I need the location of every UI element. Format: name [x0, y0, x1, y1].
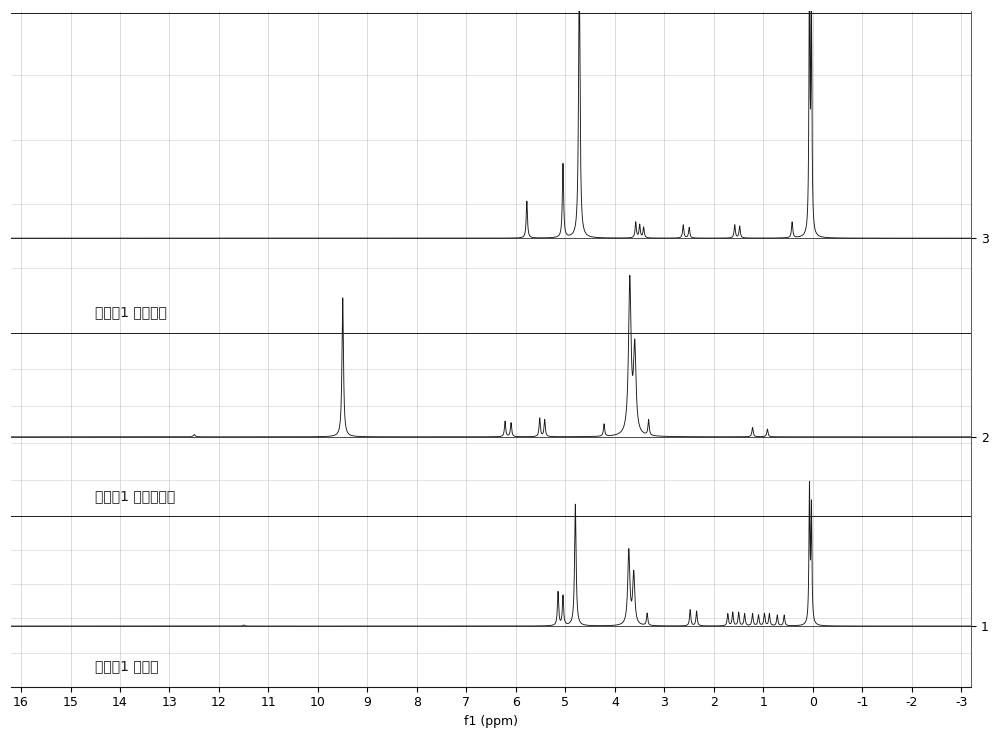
- Text: 实施例1 共聚物: 实施例1 共聚物: [95, 659, 159, 673]
- Text: 实施例1 烯丙基聚醚: 实施例1 烯丙基聚醚: [95, 489, 176, 503]
- Text: 实施例1 含氢硅油: 实施例1 含氢硅油: [95, 305, 167, 319]
- X-axis label: f1 (ppm): f1 (ppm): [464, 715, 518, 728]
